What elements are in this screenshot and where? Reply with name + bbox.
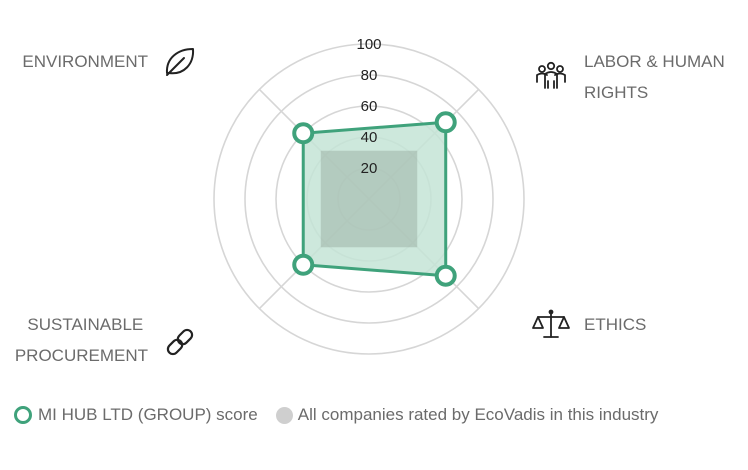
grid-ring-100 — [213, 43, 525, 355]
chart-legend: MI HUB LTD (GROUP) score All companies r… — [14, 405, 676, 425]
legend-swatch-company — [14, 406, 32, 424]
series-polygon-industry — [320, 150, 418, 248]
radar-series — [301, 120, 448, 278]
tick-label-20: 20 — [361, 160, 378, 177]
grid-ring-80 — [244, 74, 494, 324]
score-point-procurement — [292, 253, 315, 276]
score-point-environment — [292, 122, 315, 145]
tick-label-60: 60 — [361, 98, 378, 115]
legend-label-industry: All companies rated by EcoVadis in this … — [297, 405, 659, 424]
axis-label-environment: ENVIRONMENT — [22, 52, 148, 71]
tick-label-40: 40 — [361, 129, 378, 146]
scales-icon — [532, 309, 570, 338]
score-point-labor — [434, 111, 457, 134]
tick-label-80: 80 — [361, 67, 378, 84]
legend-item-industry[interactable]: All companies rated by EcoVadis in this … — [275, 405, 659, 425]
leaf-icon — [165, 48, 195, 76]
legend-label-company: MI HUB LTD (GROUP) score — [38, 405, 258, 424]
grid-ring-60 — [275, 105, 463, 293]
people-icon — [536, 61, 566, 89]
legend-item-company[interactable]: MI HUB LTD (GROUP) score — [14, 405, 258, 425]
axis-label-labor-human-rights: LABOR & HUMAN RIGHTS — [584, 52, 729, 102]
legend-swatch-industry — [275, 406, 293, 424]
radial-tick-labels: 20 40 60 80 100 — [356, 36, 381, 177]
axis-label-sustainable-procurement: SUSTAINABLE PROCUREMENT — [15, 315, 148, 365]
axis-label-ethics: ETHICS — [584, 315, 646, 334]
score-points — [292, 111, 457, 287]
tick-label-100: 100 — [356, 36, 381, 53]
score-point-ethics — [434, 264, 457, 287]
chain-link-icon — [166, 328, 194, 356]
